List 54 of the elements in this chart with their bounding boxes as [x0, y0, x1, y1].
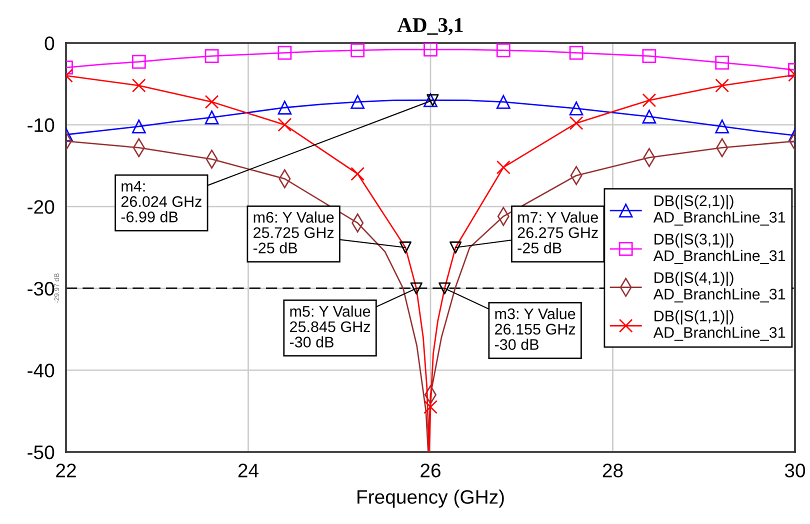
x-tick-label: 30 [784, 464, 806, 478]
x-tick-label: 22 [56, 464, 76, 478]
point [204, 110, 219, 124]
y-tick-label: -10 [28, 118, 54, 132]
point [204, 49, 219, 64]
point [496, 160, 510, 174]
point [715, 119, 730, 134]
y-tick-label: -30 [28, 282, 54, 296]
point [132, 119, 146, 134]
point [642, 93, 656, 108]
point [496, 94, 510, 109]
y-tick-label: -50 [28, 445, 54, 460]
point [438, 282, 451, 294]
point [132, 54, 146, 69]
point [350, 94, 365, 109]
point [569, 116, 584, 130]
chart-title: AD_3,1 [397, 18, 463, 36]
point [350, 43, 365, 58]
legend-label: DB(|S(3,1)|) AD_BranchLine_31 [653, 233, 786, 264]
point [569, 101, 584, 116]
point [715, 56, 730, 70]
point [424, 43, 438, 56]
x-tick-label: 26 [420, 464, 440, 478]
point [424, 400, 438, 414]
y-tick-label: 0 [44, 36, 54, 50]
point [132, 78, 146, 92]
annotation: m7: Y Value 26.275 GHz -25 dB [518, 212, 598, 254]
legend-label: DB(|S(2,1)|) AD_BranchLine_31 [653, 194, 786, 226]
annotation: m3: Y Value 26.155 GHz -30 dB [494, 308, 576, 350]
x-tick-label: 28 [602, 464, 623, 478]
point [350, 166, 365, 181]
point [496, 43, 510, 58]
point [642, 49, 656, 64]
point [424, 93, 438, 108]
point [399, 241, 412, 254]
x-tick-label: 24 [238, 464, 258, 478]
point [278, 118, 292, 132]
legend-label: DB(|S(4,1)|) AD_BranchLine_31 [653, 272, 786, 302]
annotation: m6: Y Value 25.725 GHz -25 dB [253, 212, 334, 254]
point [715, 78, 730, 92]
point [278, 100, 292, 115]
point [449, 241, 462, 254]
y-tick-label: -40 [28, 364, 54, 378]
point [642, 110, 656, 124]
point [426, 94, 439, 106]
annotation: m5: Y Value 25.845 GHz -30 dB [290, 306, 370, 348]
annotation: m4: 26.024 GHz -6.99 dB [121, 180, 202, 222]
y-tick-label: -20 [28, 200, 54, 214]
point [569, 46, 584, 60]
point [204, 94, 219, 109]
legend-label: DB(|S(1,1)|) AD_BranchLine_31 [653, 310, 786, 341]
point [410, 282, 422, 294]
point [278, 46, 292, 60]
x-axis-title: Frequency (GHz) [358, 490, 504, 508]
